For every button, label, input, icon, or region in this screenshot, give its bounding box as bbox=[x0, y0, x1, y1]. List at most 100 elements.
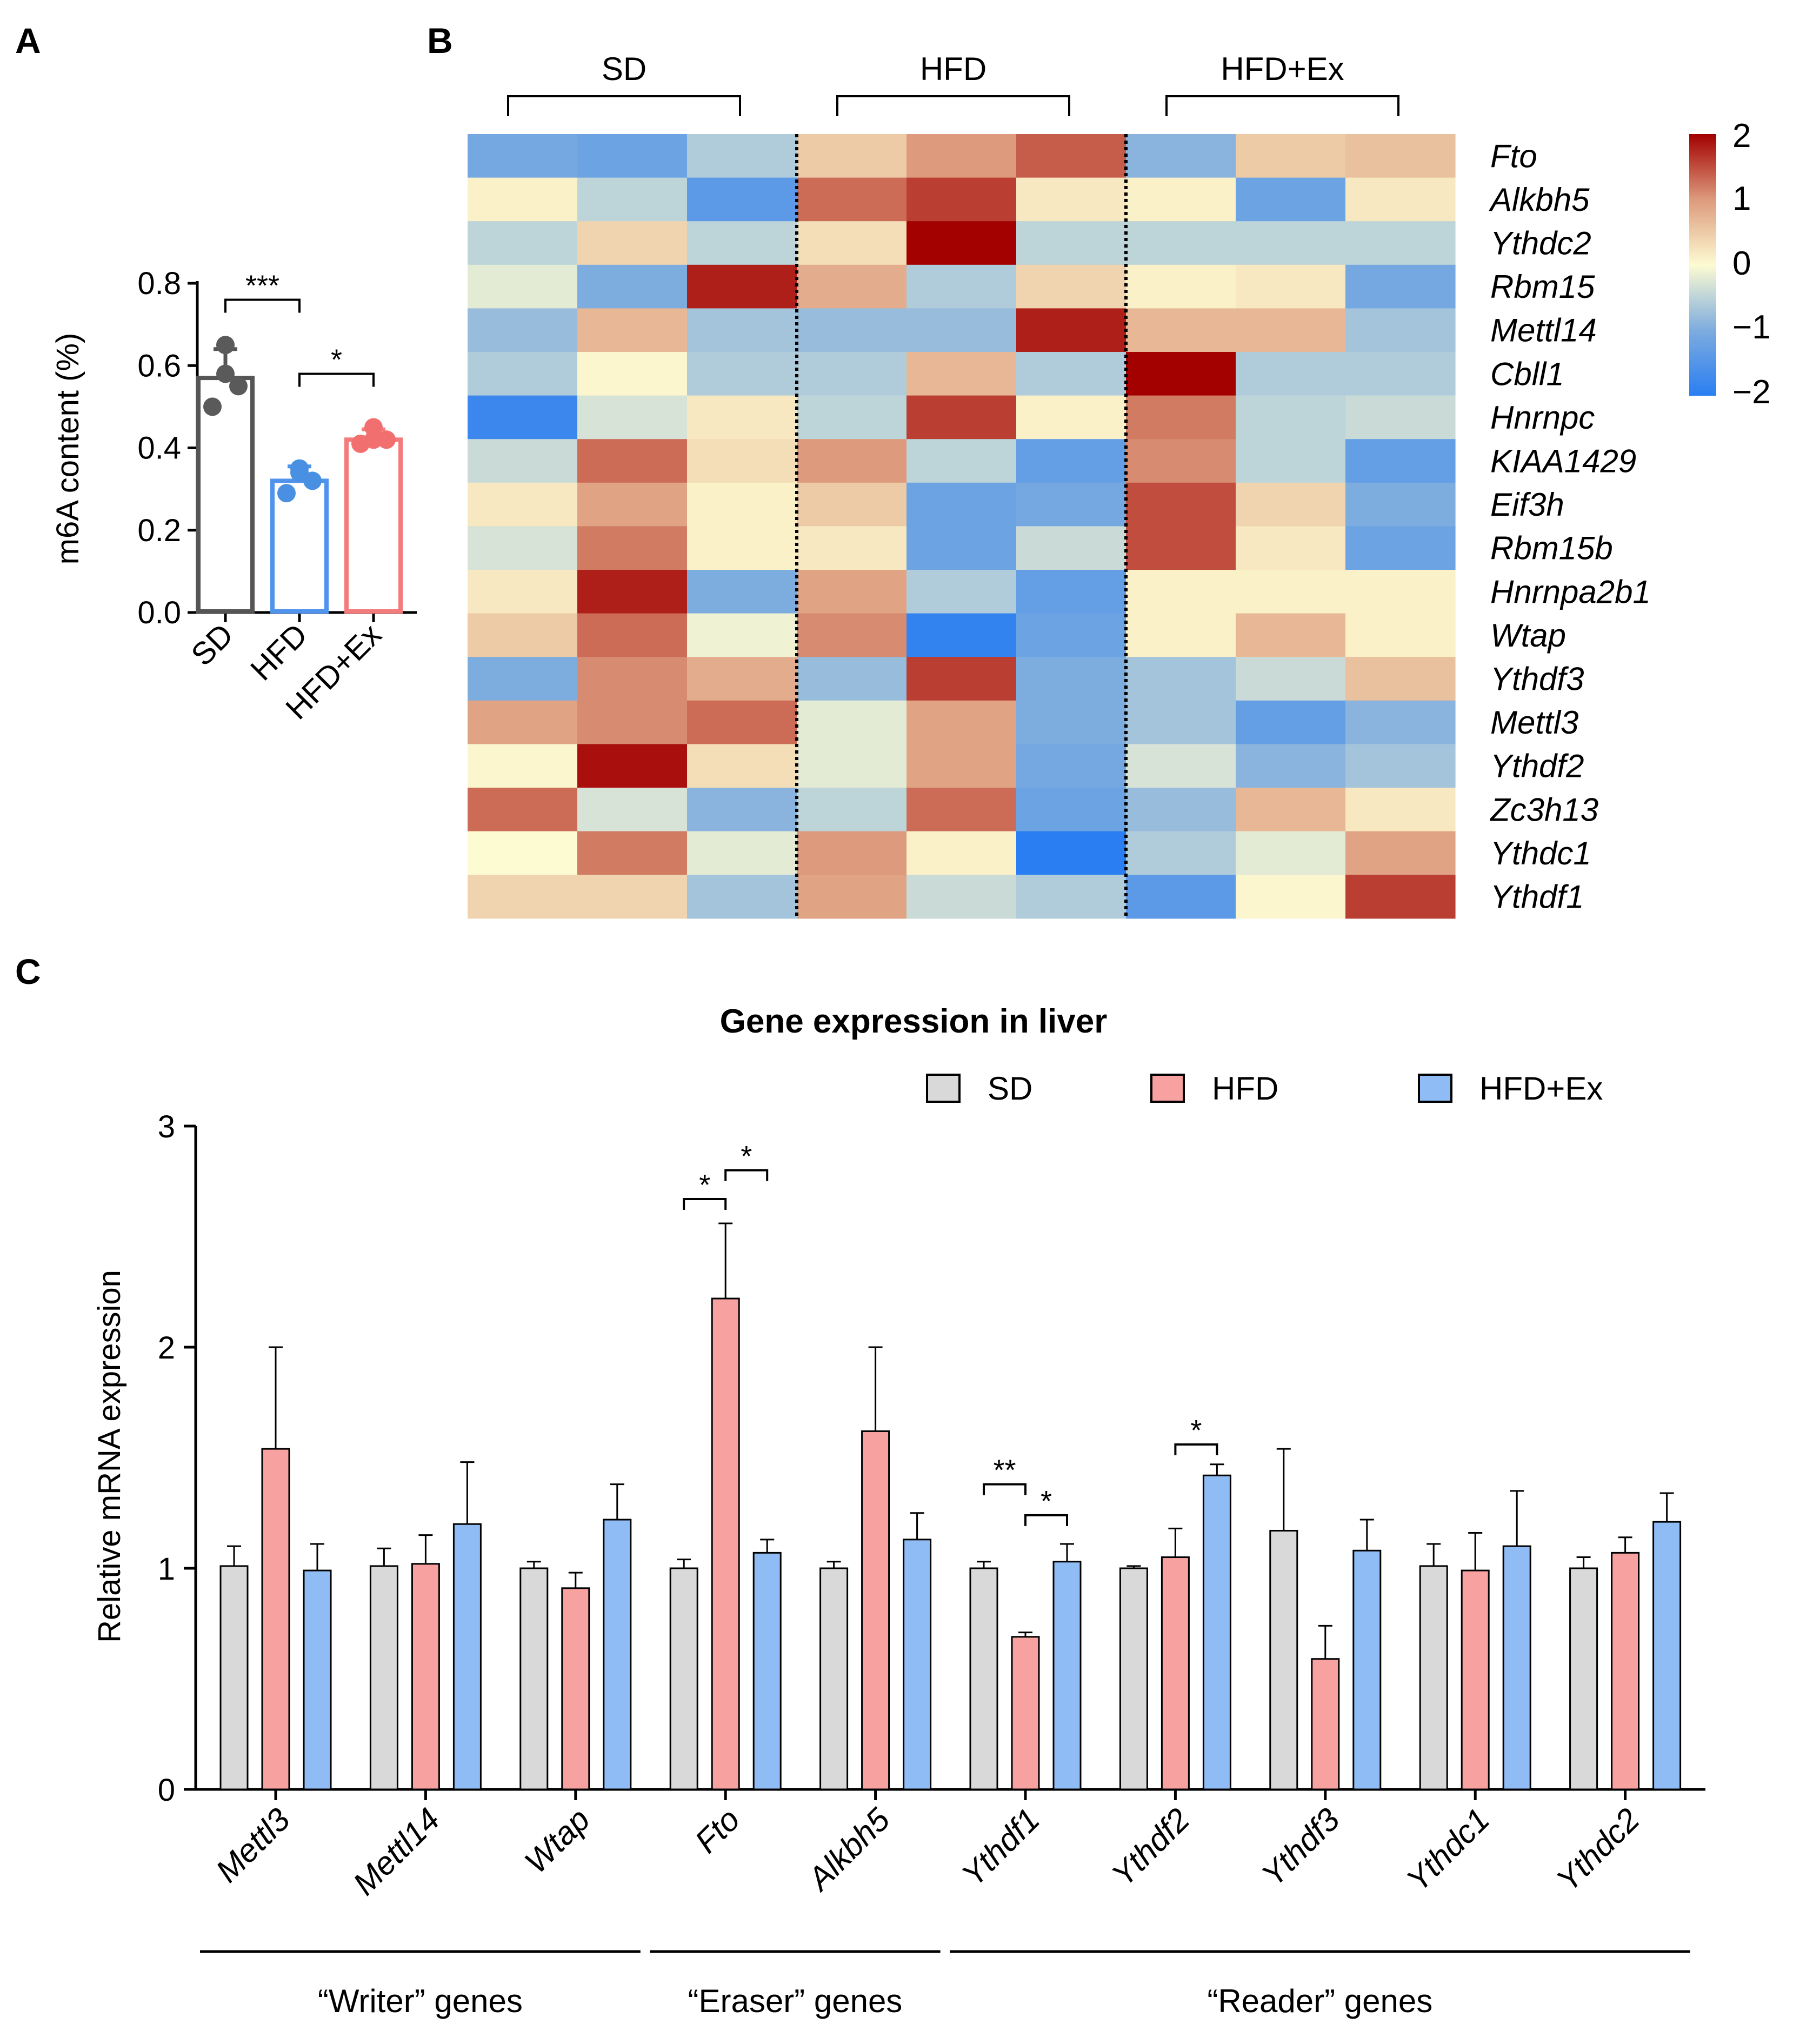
heatmap-cell bbox=[797, 570, 907, 614]
heatmap-gene-label: Ythdf3 bbox=[1490, 661, 1584, 697]
heatmap-cell bbox=[907, 613, 1017, 657]
colorbar-tick-label: −2 bbox=[1732, 374, 1771, 411]
heatmap-cell bbox=[1016, 308, 1127, 352]
heatmap-cell bbox=[687, 395, 797, 440]
heatmap-cell bbox=[1236, 221, 1346, 265]
heatmap-gene-label: Eif3h bbox=[1490, 487, 1564, 523]
heatmap-cell bbox=[1016, 221, 1127, 265]
heatmap-group-bracket bbox=[507, 95, 741, 116]
panel-c-bar-sd bbox=[969, 1567, 998, 1790]
heatmap-gene-label: Ythdc1 bbox=[1490, 835, 1591, 871]
heatmap-cell bbox=[1236, 700, 1346, 744]
panel-c-bar-hfd-ex bbox=[1352, 1549, 1382, 1790]
heatmap-gene-label: Mettl3 bbox=[1490, 704, 1578, 741]
panel-c-legend-swatch bbox=[1418, 1074, 1452, 1103]
heatmap-cell bbox=[1236, 875, 1346, 919]
heatmap-cell bbox=[687, 613, 797, 657]
heatmap-cell bbox=[577, 177, 688, 222]
heatmap-cell bbox=[1016, 482, 1127, 527]
heatmap-cell bbox=[907, 264, 1017, 309]
panel-c-ytick-label: 1 bbox=[158, 1552, 175, 1587]
panel-c-bar-sd bbox=[1269, 1529, 1298, 1790]
heatmap-cell bbox=[468, 788, 578, 832]
heatmap-cell bbox=[797, 221, 907, 265]
heatmap-cell bbox=[468, 395, 578, 440]
heatmap-gene-label: Hnrnpa2b1 bbox=[1490, 574, 1651, 610]
heatmap-cell bbox=[577, 526, 688, 570]
heatmap-cell bbox=[1236, 570, 1346, 614]
heatmap-cell bbox=[907, 570, 1017, 614]
panel-c-bar-hfd-ex bbox=[1502, 1545, 1531, 1790]
heatmap-cell bbox=[1345, 264, 1456, 309]
heatmap-cell bbox=[687, 831, 797, 875]
heatmap-cell bbox=[687, 177, 797, 222]
heatmap-cell bbox=[1126, 744, 1236, 788]
heatmap-cell bbox=[687, 744, 797, 788]
panel-c-group-label: “Writer” genes bbox=[318, 1983, 523, 2019]
heatmap-cell bbox=[577, 744, 688, 788]
heatmap-cell bbox=[687, 352, 797, 396]
heatmap-cell bbox=[1345, 570, 1456, 614]
panel-c-legend-swatch bbox=[1150, 1074, 1185, 1103]
heatmap-cell bbox=[1126, 875, 1236, 919]
heatmap-cell bbox=[1345, 395, 1456, 440]
heatmap-cell bbox=[1345, 700, 1456, 744]
panel-c-bar-hfd bbox=[1161, 1556, 1190, 1790]
heatmap-cell bbox=[1236, 788, 1346, 832]
panel-a-bar bbox=[270, 478, 329, 614]
heatmap-cell bbox=[907, 526, 1017, 570]
heatmap-cell bbox=[907, 395, 1017, 440]
heatmap-cell bbox=[1016, 700, 1127, 744]
heatmap-gene-label: Alkbh5 bbox=[1489, 182, 1590, 218]
heatmap-cell bbox=[577, 352, 688, 396]
panel-b-heatmap: SD HFD HFD+Ex Fto Alkbh5 Ythdc2 Rbm15 Mettl14 C… bbox=[468, 51, 1771, 919]
heatmap-cell bbox=[1345, 613, 1456, 657]
heatmap-cell bbox=[1345, 482, 1456, 527]
heatmap-cell bbox=[1126, 308, 1236, 352]
panel-c-xtick-label: Ythdc1 bbox=[1399, 1801, 1496, 1898]
panel-c-sig-label: ** bbox=[993, 1454, 1016, 1487]
heatmap-cell bbox=[577, 308, 688, 352]
heatmap-cell bbox=[797, 134, 907, 178]
heatmap-cell bbox=[468, 177, 578, 222]
heatmap-cell bbox=[577, 395, 688, 440]
heatmap-cell bbox=[577, 788, 688, 832]
heatmap-cell bbox=[1016, 264, 1127, 309]
panel-c-bar-hfd-ex bbox=[903, 1539, 932, 1790]
heatmap-cell bbox=[797, 657, 907, 701]
heatmap-cell bbox=[468, 308, 578, 352]
heatmap-cell bbox=[797, 526, 907, 570]
panel-c-legend-label: HFD bbox=[1212, 1070, 1278, 1107]
panel-a-ylabel: m6A content (%) bbox=[50, 333, 85, 565]
heatmap-group-bracket bbox=[836, 95, 1070, 116]
heatmap-cell bbox=[907, 875, 1017, 919]
heatmap-cell bbox=[1016, 788, 1127, 832]
heatmap-group-bracket bbox=[1165, 95, 1399, 116]
panel-a-point bbox=[216, 364, 235, 383]
heatmap-cell bbox=[1236, 395, 1346, 440]
heatmap-cell bbox=[687, 570, 797, 614]
heatmap-group-label: SD bbox=[602, 51, 646, 87]
panel-letter-a: A bbox=[15, 21, 41, 61]
panel-a-ytick-label: 0.6 bbox=[137, 348, 181, 383]
heatmap-cell bbox=[907, 831, 1017, 875]
heatmap-cell bbox=[1345, 308, 1456, 352]
heatmap-cell bbox=[797, 875, 907, 919]
heatmap-cell bbox=[1016, 177, 1127, 222]
heatmap-cell bbox=[1236, 613, 1346, 657]
heatmap-cell bbox=[577, 875, 688, 919]
panel-c-bar-hfd bbox=[1011, 1636, 1040, 1790]
panel-c-xtick-label: Ythdf3 bbox=[1255, 1801, 1347, 1893]
heatmap-cell bbox=[687, 657, 797, 701]
panel-c-bar-hfd-ex bbox=[603, 1519, 632, 1790]
heatmap-cell bbox=[1236, 439, 1346, 483]
heatmap-cell bbox=[1345, 352, 1456, 396]
heatmap-cell bbox=[468, 439, 578, 483]
panel-c-xtick-label: Fto bbox=[688, 1801, 747, 1860]
heatmap-cell bbox=[907, 439, 1017, 483]
panel-c-bar-hfd-ex bbox=[752, 1552, 782, 1790]
heatmap-cell bbox=[907, 482, 1017, 527]
panel-c-sig-label: * bbox=[741, 1140, 752, 1173]
heatmap-cell bbox=[468, 221, 578, 265]
panel-c-bar-sd bbox=[219, 1565, 249, 1790]
